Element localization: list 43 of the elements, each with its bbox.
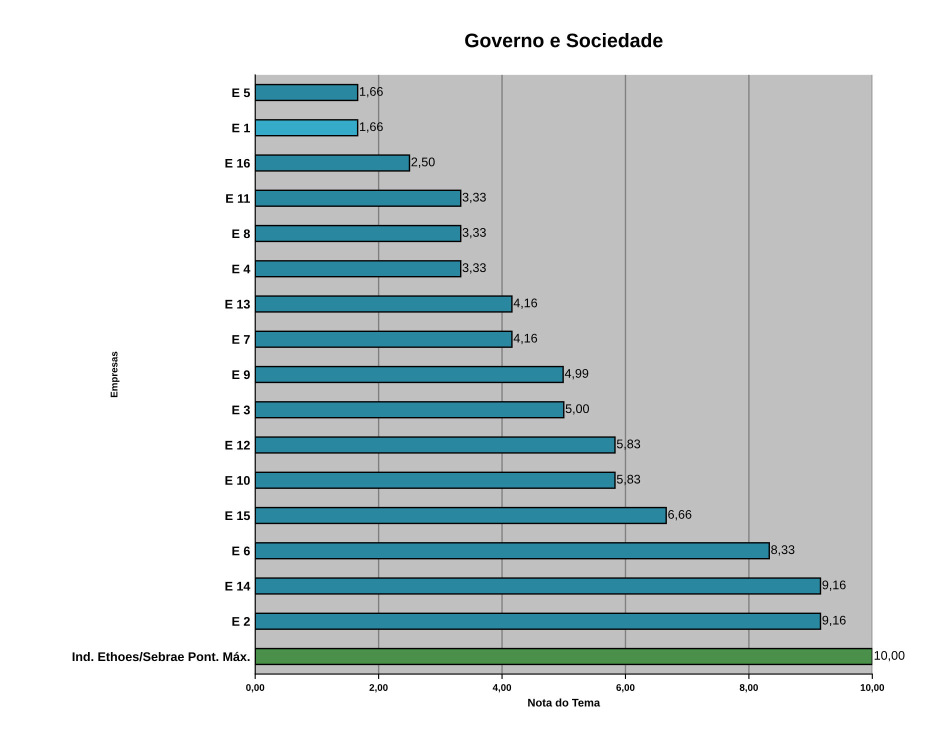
- data-label: 9,16: [822, 616, 846, 626]
- y-tick-label: E 4: [232, 264, 250, 274]
- y-tick-label: E 10: [225, 476, 250, 485]
- x-tick-label: 8,00: [740, 684, 758, 692]
- y-tick-label: E 16: [225, 158, 250, 168]
- y-axis-title: Empresas: [110, 352, 120, 398]
- y-tick-label: E 3: [232, 406, 250, 414]
- data-label: 2,50: [412, 158, 435, 168]
- y-tick-label: E 6: [232, 546, 250, 556]
- y-tick-label: E 2: [232, 617, 250, 626]
- y-tick-label: E 5: [232, 88, 250, 98]
- x-tick-label: 2,00: [370, 684, 388, 692]
- data-label: 4,16: [514, 334, 538, 344]
- y-tick-label: E 15: [225, 511, 250, 520]
- y-tick-label: E 13: [225, 300, 250, 309]
- data-label: 1,66: [360, 122, 383, 133]
- x-axis-title: Nota do Tema: [528, 698, 600, 707]
- data-label: 4,16: [514, 298, 538, 309]
- data-label: 10,00: [874, 650, 904, 662]
- data-label: 9,16: [822, 580, 846, 591]
- x-tick-label: 6,00: [616, 684, 635, 692]
- x-tick-label: 10,00: [860, 684, 884, 692]
- data-label: 6,66: [668, 510, 692, 520]
- y-tick-label: E 1: [232, 124, 250, 132]
- y-tick-label: E 8: [232, 229, 250, 238]
- y-tick-label: E 9: [232, 370, 250, 380]
- y-tick-label: Ind. Ethoes/Sebrae Pont. Máx.: [72, 652, 250, 662]
- x-tick-label: 0,00: [246, 684, 264, 692]
- y-tick-label: E 14: [225, 582, 250, 591]
- data-label: 4,99: [564, 369, 588, 380]
- data-label: 3,33: [462, 192, 486, 204]
- data-label: 5,83: [616, 440, 640, 450]
- y-tick-label: E 7: [232, 335, 250, 344]
- data-label: 8,33: [771, 545, 794, 556]
- data-label: 3,33: [462, 228, 486, 238]
- data-label: 3,33: [462, 263, 486, 274]
- data-label: 5,00: [566, 404, 589, 415]
- data-label: 1,66: [360, 87, 383, 98]
- data-label: 5,83: [616, 474, 640, 486]
- chart-title: Governo e Sociedade: [465, 33, 663, 48]
- y-tick-label: E 12: [225, 440, 250, 450]
- y-tick-label: E 11: [226, 194, 250, 203]
- x-tick-label: 4,00: [492, 684, 512, 692]
